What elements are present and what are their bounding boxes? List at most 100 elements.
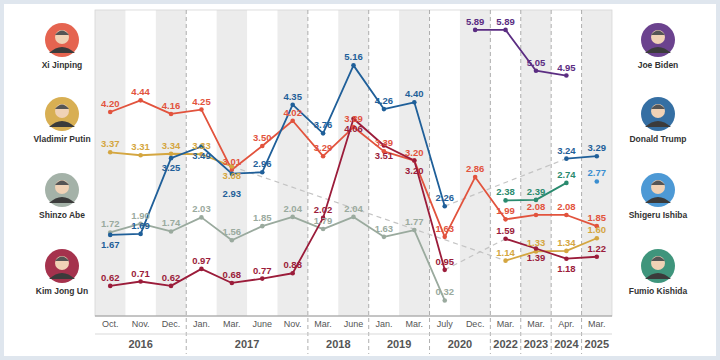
point-marker xyxy=(169,284,174,289)
portrait-bg xyxy=(641,173,675,207)
page-background xyxy=(4,4,716,356)
point-marker xyxy=(230,281,235,286)
portrait-bg xyxy=(45,249,79,283)
data-label: 3.49 xyxy=(192,150,211,161)
data-label: 2.03 xyxy=(192,203,211,214)
point-marker xyxy=(169,156,174,161)
portrait-hair xyxy=(651,31,665,36)
point-marker xyxy=(351,215,356,220)
series-line xyxy=(110,119,445,286)
year-label: 2024 xyxy=(554,338,579,350)
point-marker xyxy=(169,151,174,156)
data-label: 1.79 xyxy=(314,215,333,226)
grid-band xyxy=(95,10,125,316)
portrait-shoulders xyxy=(645,197,671,203)
data-label: 3.50 xyxy=(253,132,272,143)
x-tick-label: June xyxy=(344,319,364,329)
grid-band xyxy=(156,10,186,316)
point-marker xyxy=(503,236,508,241)
point-marker xyxy=(412,100,417,105)
x-tick-label: Mar. xyxy=(314,319,332,329)
data-label: 4.02 xyxy=(283,107,302,118)
grid-band xyxy=(460,10,490,316)
year-separator xyxy=(581,10,582,354)
series-line xyxy=(566,156,596,158)
year-separator xyxy=(520,10,521,354)
data-label: 3.01 xyxy=(223,156,242,167)
portrait-shoulders xyxy=(645,273,671,279)
point-marker xyxy=(108,110,113,115)
legend-portrait xyxy=(641,173,675,207)
body: {"chart_data": { "type": "line", "catego… xyxy=(0,0,720,360)
legend-portrait xyxy=(45,173,79,207)
year-label: 2017 xyxy=(235,338,259,350)
grid-band xyxy=(277,10,307,316)
portrait-head xyxy=(55,180,69,194)
point-marker xyxy=(442,268,447,273)
data-label: 2.02 xyxy=(314,204,333,215)
data-label: 2.08 xyxy=(527,201,546,212)
axis-divider xyxy=(95,334,612,335)
point-marker xyxy=(321,154,326,159)
point-marker xyxy=(260,224,265,229)
x-tick-label: Nov. xyxy=(132,319,150,329)
data-label: 2.08 xyxy=(557,201,576,212)
data-label: 4.40 xyxy=(405,88,424,99)
point-marker xyxy=(594,236,599,241)
data-label: 2.93 xyxy=(223,188,242,199)
legend-label: Shigeru Ishiba xyxy=(629,210,688,220)
portrait-bg xyxy=(45,23,79,57)
portrait-hair xyxy=(55,257,69,262)
portrait-bg xyxy=(641,23,675,57)
gap-connector xyxy=(232,166,506,260)
point-marker xyxy=(564,256,569,261)
data-label: 2.77 xyxy=(588,167,607,178)
portrait-head xyxy=(55,104,69,118)
point-marker xyxy=(503,198,508,203)
data-label: 0.68 xyxy=(223,269,242,280)
x-tick-label: July xyxy=(437,319,454,329)
data-label: 2.74 xyxy=(557,169,576,180)
point-marker xyxy=(199,215,204,220)
year-label: 2016 xyxy=(128,338,152,350)
data-label: 3.31 xyxy=(131,141,150,152)
page: chart html, body { margin: 0; padding: 0… xyxy=(0,0,720,360)
data-label: 3.29 xyxy=(588,142,607,153)
series-line xyxy=(110,217,445,301)
data-label: 5.89 xyxy=(496,16,515,27)
point-marker xyxy=(108,150,113,155)
point-marker xyxy=(199,107,204,112)
x-tick-label: Mar. xyxy=(497,319,515,329)
point-marker xyxy=(138,153,143,158)
data-label: 4.95 xyxy=(557,62,576,73)
series-line xyxy=(475,30,566,76)
point-marker xyxy=(382,107,387,112)
x-tick-label: Mar. xyxy=(588,319,606,329)
legend-label: Fumio Kishida xyxy=(629,286,688,296)
x-tick-label: Dec. xyxy=(466,319,485,329)
portrait-hair xyxy=(55,105,69,110)
data-label: 1.85 xyxy=(253,212,272,223)
portrait-head xyxy=(55,256,69,270)
point-marker xyxy=(260,170,265,175)
data-label: 0.32 xyxy=(435,286,454,297)
portrait-shoulders xyxy=(49,273,75,279)
portrait-hair xyxy=(651,257,665,262)
data-label: 1.18 xyxy=(557,263,576,274)
portrait-shoulders xyxy=(645,47,671,53)
legend-label: Joe Biden xyxy=(638,60,679,70)
portrait-head xyxy=(651,180,665,194)
frame-background xyxy=(0,0,720,360)
chart: 201620172018201920202022202320242025Oct.… xyxy=(0,0,720,360)
portrait-hair xyxy=(55,31,69,36)
point-marker xyxy=(564,156,569,161)
legend-portrait xyxy=(641,23,675,57)
data-label: 1.63 xyxy=(435,223,454,234)
portrait-shoulders xyxy=(49,47,75,53)
point-marker xyxy=(594,254,599,259)
legend-label: Shinzo Abe xyxy=(39,210,85,220)
point-marker xyxy=(199,267,204,272)
data-label: 0.77 xyxy=(253,265,272,276)
data-label: 2.04 xyxy=(283,203,302,214)
series-line xyxy=(110,100,597,236)
